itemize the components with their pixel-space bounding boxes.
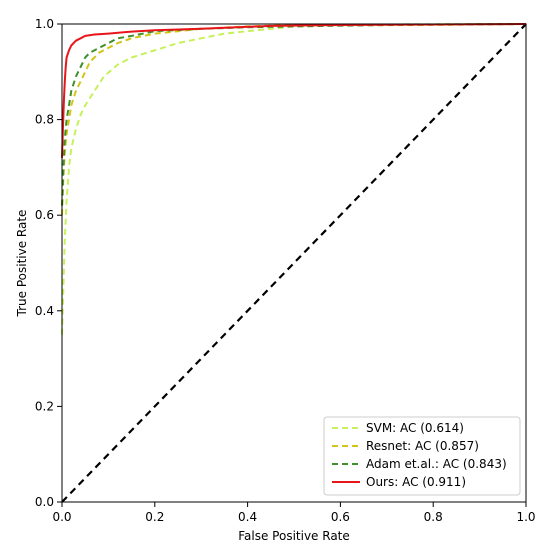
diagonal-reference-line xyxy=(61,23,527,503)
y-axis-ticks: 0.0 0.2 0.4 0.6 0.8 1.0 xyxy=(35,17,62,509)
x-tick-label: 1.0 xyxy=(516,510,535,524)
legend-label-1: Resnet: AC (0.857) xyxy=(366,439,479,453)
series-line-0 xyxy=(61,23,527,335)
x-tick-label: 0.0 xyxy=(52,510,71,524)
plot-frame xyxy=(61,23,527,503)
series-layer xyxy=(61,23,527,503)
x-tick-label: 0.4 xyxy=(238,510,257,524)
x-tick-label: 0.2 xyxy=(145,510,164,524)
y-axis-label: True Positive Rate xyxy=(15,210,29,318)
legend-label-3: Ours: AC (0.911) xyxy=(366,475,466,489)
y-tick-label: 0.0 xyxy=(35,495,54,509)
y-tick-label: 0.8 xyxy=(35,113,54,127)
y-tick-label: 0.4 xyxy=(35,304,54,318)
x-axis-ticks: 0.0 0.2 0.4 0.6 0.8 1.0 xyxy=(52,502,536,524)
legend-box xyxy=(323,416,521,496)
y-tick-label: 0.6 xyxy=(35,208,54,222)
x-tick-label: 0.8 xyxy=(424,510,443,524)
legend-label-2: Adam et.al.: AC (0.843) xyxy=(366,457,507,471)
y-tick-label: 1.0 xyxy=(35,17,54,31)
legend: SVM: AC (0.614) Resnet: AC (0.857) Adam et… xyxy=(323,416,521,496)
y-tick-label: 0.2 xyxy=(35,399,54,413)
legend-label-0: SVM: AC (0.614) xyxy=(366,421,464,435)
x-tick-label: 0.6 xyxy=(331,510,350,524)
series-line-1 xyxy=(61,23,527,216)
series-line-3 xyxy=(61,23,527,158)
x-axis-label: False Positive Rate xyxy=(238,529,350,543)
